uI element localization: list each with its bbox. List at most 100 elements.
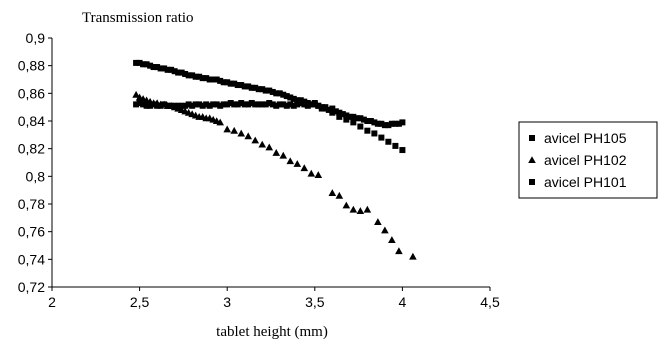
x-axis-title: tablet height (mm) [216,324,328,340]
data-point [220,79,227,86]
x-tick-label: 4,5 [480,294,500,310]
data-point [216,118,224,126]
data-point [238,100,245,107]
y-tick-label: 0,72 [18,279,45,295]
data-point [217,102,224,109]
data-point [262,101,269,108]
data-point [230,126,239,134]
data-point [307,169,316,177]
data-point [262,87,269,94]
data-point [245,83,252,90]
data-point [314,171,323,178]
data-point [293,160,302,167]
data-point [322,105,329,112]
data-point [227,80,234,87]
data-points [132,59,417,260]
data-point [223,125,231,133]
legend-marker [529,135,535,141]
data-point [143,61,150,68]
data-point [388,120,395,127]
data-point [329,109,336,116]
data-point [399,147,406,154]
data-point [356,207,365,214]
y-tick-label: 0,76 [18,224,45,240]
data-point [276,101,283,108]
data-point [342,201,351,209]
x-tick-label: 4 [399,294,407,310]
data-point [189,102,196,109]
data-point [224,79,231,86]
y-axis-ticks: 0,72 0,74 0,76 0,78 0,8 0,82 0,84 0,86 0,88 0,9 [18,30,52,295]
data-point [178,69,185,76]
legend-label: avicel PH105 [544,130,627,146]
data-point [231,101,238,108]
series-2 [133,59,406,154]
data-point [357,123,364,130]
data-point [395,247,403,255]
data-point [171,68,178,75]
data-point [287,94,294,101]
legend-label: avicel PH101 [544,174,627,190]
data-point [213,101,220,108]
data-point [332,108,339,115]
data-point [360,116,367,123]
data-point [244,132,253,140]
data-point [269,101,276,108]
data-point [189,72,196,79]
data-point [252,101,259,108]
data-point [385,138,392,145]
data-point [371,119,378,126]
data-point [286,157,295,165]
data-point [258,140,267,148]
data-point [237,129,246,137]
data-point [336,109,343,116]
y-tick-label: 0,78 [18,196,45,212]
data-point [329,105,336,112]
data-point [357,115,364,122]
data-point [185,101,192,108]
data-point [364,127,371,134]
data-point [371,130,378,137]
legend-marker [529,179,535,185]
data-point [238,82,245,89]
y-tick-label: 0,8 [26,168,46,184]
data-point [220,101,227,108]
data-point [304,100,311,107]
data-point [140,101,147,108]
x-axis-ticks: 2 2,5 3 3,5 4 4,5 [48,287,500,310]
data-point [339,111,346,118]
data-point [367,118,374,124]
legend-box [518,121,658,199]
data-point [290,102,297,109]
data-point [157,65,164,72]
data-point [164,66,171,73]
data-point [308,101,315,108]
data-point [343,112,350,119]
data-point [287,101,294,108]
data-point [147,62,154,69]
series-0 [133,100,406,129]
data-point [231,80,238,87]
data-point [182,102,189,109]
data-point [265,143,274,151]
data-point [241,83,248,90]
data-point [283,102,290,109]
data-point [203,75,210,82]
data-point [374,218,382,226]
data-point [227,100,234,107]
data-point [280,101,287,108]
data-point [143,102,150,109]
data-point [213,76,220,83]
series-1 [132,90,417,260]
data-point [280,91,287,98]
data-point [136,100,143,107]
data-point [399,119,406,126]
data-point [175,69,182,76]
data-point [255,86,262,93]
data-point [374,120,381,127]
data-point [199,102,206,109]
data-point [234,101,241,108]
data-point [315,102,322,109]
